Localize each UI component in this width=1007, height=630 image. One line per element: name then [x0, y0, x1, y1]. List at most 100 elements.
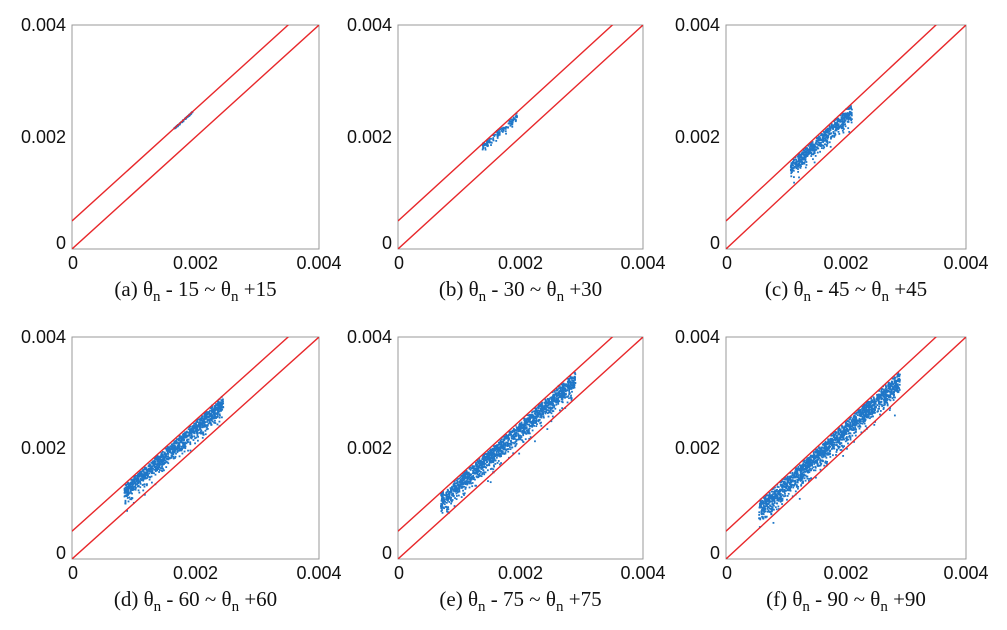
data-point — [492, 464, 495, 467]
caption-sub: n — [804, 289, 812, 305]
data-point — [462, 477, 465, 480]
data-point — [804, 147, 807, 150]
data-point — [188, 431, 190, 434]
data-point — [448, 494, 451, 497]
data-point — [764, 507, 766, 510]
caption-lower_off: - 15 — [161, 277, 200, 301]
data-point — [854, 421, 857, 424]
data-point — [820, 144, 823, 146]
data-point — [848, 432, 851, 434]
data-point — [490, 450, 493, 453]
data-point — [833, 431, 836, 433]
data-point — [482, 456, 484, 459]
data-point — [830, 123, 833, 125]
data-point — [496, 444, 498, 447]
data-point — [492, 461, 495, 464]
data-point — [800, 464, 803, 467]
data-point — [214, 422, 217, 424]
data-point — [469, 474, 471, 477]
data-point — [472, 470, 475, 473]
data-point — [838, 441, 841, 444]
data-point — [156, 462, 159, 465]
data-point — [812, 148, 815, 150]
data-point — [194, 429, 197, 432]
data-point — [832, 126, 835, 129]
data-point — [781, 490, 784, 493]
data-point — [500, 443, 503, 446]
data-point — [160, 452, 163, 454]
data-point — [520, 435, 522, 437]
data-point — [522, 417, 525, 420]
data-point — [544, 412, 547, 415]
data-point — [441, 496, 443, 499]
data-point — [153, 462, 156, 464]
data-point — [176, 438, 179, 441]
data-point — [823, 132, 826, 134]
data-point — [508, 430, 511, 433]
data-point — [219, 406, 221, 409]
data-point — [173, 440, 176, 443]
data-point — [810, 477, 812, 480]
data-point — [539, 403, 542, 406]
data-point — [540, 406, 543, 409]
data-point — [804, 158, 807, 161]
data-point — [516, 426, 519, 429]
data-point — [490, 449, 493, 452]
data-point — [555, 395, 558, 398]
data-point — [840, 123, 843, 126]
data-point — [203, 415, 206, 418]
data-point — [137, 472, 140, 475]
data-point — [531, 429, 534, 432]
data-point — [833, 445, 835, 448]
data-point — [211, 410, 214, 412]
data-point — [149, 467, 152, 470]
data-point — [570, 386, 573, 389]
data-point — [879, 410, 882, 412]
data-point — [480, 460, 483, 463]
data-point — [561, 400, 563, 403]
data-point — [527, 417, 530, 420]
data-point — [897, 387, 900, 389]
data-point — [550, 407, 553, 410]
data-point — [803, 477, 806, 480]
data-point — [471, 485, 474, 488]
data-point — [857, 425, 860, 428]
data-point — [219, 414, 221, 417]
data-point — [781, 503, 783, 505]
data-point — [190, 432, 193, 435]
data-point — [159, 460, 162, 463]
data-point — [204, 421, 206, 424]
data-point — [800, 477, 803, 480]
data-point — [835, 431, 838, 434]
data-point — [824, 443, 827, 446]
data-point — [559, 386, 562, 389]
data-point — [190, 434, 193, 437]
data-point — [791, 471, 794, 474]
data-point — [848, 435, 850, 438]
data-point — [830, 136, 832, 138]
data-point — [185, 436, 188, 439]
data-point — [887, 394, 890, 397]
data-point — [495, 453, 498, 456]
data-point — [898, 388, 901, 391]
data-point — [828, 126, 831, 129]
data-point — [502, 128, 505, 131]
data-point — [496, 137, 499, 139]
data-point — [192, 439, 195, 441]
data-point — [569, 385, 572, 387]
data-point — [488, 139, 491, 142]
data-point — [144, 477, 146, 480]
data-point — [166, 445, 169, 448]
caption-sub: n — [231, 289, 239, 305]
data-point — [847, 121, 850, 123]
data-point — [570, 399, 573, 401]
data-point — [492, 134, 495, 137]
data-point — [202, 419, 205, 422]
data-point — [831, 445, 834, 448]
data-point — [898, 380, 901, 383]
data-point — [131, 482, 134, 485]
data-point — [472, 477, 475, 479]
data-point — [786, 475, 789, 478]
data-point — [198, 431, 201, 434]
data-point — [193, 427, 196, 430]
